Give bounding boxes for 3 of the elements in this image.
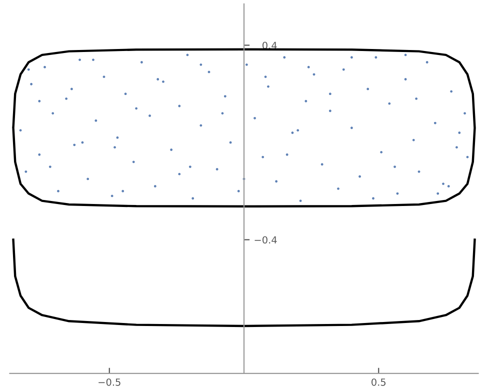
x-tick-label: 0.5: [372, 378, 386, 386]
x-tick-label: −0.5: [98, 378, 120, 386]
y-tick-label: −0.4: [254, 236, 277, 244]
